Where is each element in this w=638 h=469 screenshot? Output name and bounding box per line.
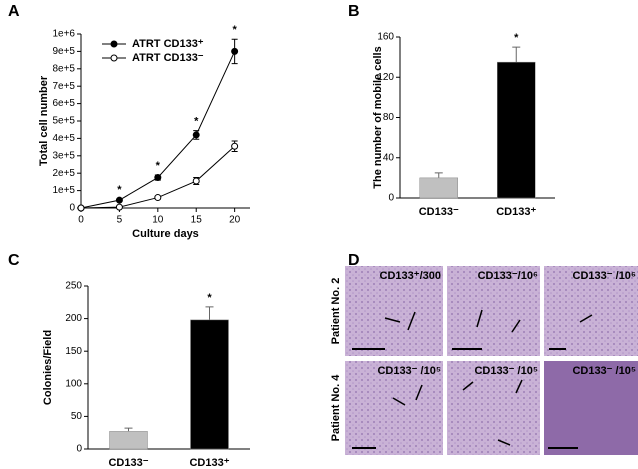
micrograph: [544, 266, 638, 356]
y-tick-label: 2e+5: [52, 168, 75, 179]
x-axis-title: Culture days: [132, 228, 199, 240]
panel-letter: B: [348, 3, 360, 20]
y-tick-label: 1e+6: [52, 29, 75, 40]
micrograph: [544, 361, 638, 455]
micrograph: [447, 266, 540, 356]
y-tick-label: 80: [383, 112, 395, 123]
bar: [497, 61, 536, 199]
image-label: CD133⁻ /10⁵: [474, 365, 538, 377]
micrograph: [345, 361, 443, 455]
legend-label: ATRT CD133⁻: [132, 52, 204, 64]
row-label: Patient No. 4: [330, 374, 342, 442]
y-tick-label: 40: [383, 152, 395, 163]
y-tick-label: 0: [69, 203, 75, 214]
point: [154, 194, 162, 202]
significance-star: *: [207, 292, 212, 304]
x-tick-label: 5: [117, 215, 123, 226]
point: [192, 131, 200, 139]
panel-letter: D: [348, 252, 360, 269]
row-label: Patient No. 2: [330, 278, 342, 345]
x-tick-label: 20: [229, 215, 241, 226]
y-tick-label: 250: [65, 281, 82, 292]
y-tick-label: 1e+5: [52, 185, 75, 196]
legend-marker: [110, 54, 118, 62]
y-tick-label: 6e+5: [52, 98, 75, 109]
arrows: [384, 309, 593, 446]
y-tick-label: 120: [377, 72, 394, 83]
image-grid: [345, 266, 638, 455]
x-tick-label: CD133⁺: [189, 457, 229, 469]
image-label: CD133⁻/10⁶: [478, 270, 538, 282]
point: [154, 174, 162, 182]
scale-bars: [352, 348, 578, 449]
y-tick-label: 4e+5: [52, 133, 75, 144]
point: [115, 203, 123, 211]
y-tick-label: 9e+5: [52, 46, 75, 57]
y-tick-label: 0: [76, 444, 82, 455]
x-tick-label: 10: [152, 215, 164, 226]
y-axis-title: Total cell number: [38, 75, 50, 166]
y-tick-label: 7e+5: [52, 81, 75, 92]
y-tick-label: 0: [388, 193, 394, 204]
point: [231, 47, 239, 55]
y-tick-label: 5e+5: [52, 116, 75, 127]
y-tick-label: 3e+5: [52, 150, 75, 161]
point: [192, 177, 200, 185]
image-label: CD133⁻ /10⁵: [572, 365, 636, 377]
legend-label: ATRT CD133⁺: [132, 38, 204, 50]
image-label: CD133⁻ /10⁵: [377, 365, 441, 377]
x-tick-label: CD133⁺: [496, 206, 536, 218]
y-tick-label: 100: [65, 378, 82, 389]
significance-star: *: [117, 184, 122, 196]
point: [231, 142, 239, 150]
y-tick-label: 50: [71, 411, 83, 422]
x-tick-label: CD133⁻: [108, 457, 148, 469]
micrograph: [447, 361, 540, 455]
error-bar: [512, 46, 521, 63]
legend-marker: [110, 40, 118, 48]
error-bar: [205, 306, 214, 320]
y-tick-label: 8e+5: [52, 63, 75, 74]
x-tick-label: 15: [191, 215, 203, 226]
y-tick-label: 160: [377, 32, 394, 43]
y-axis-title: Colonies/Field: [42, 330, 54, 405]
micrograph: [345, 266, 443, 356]
significance-star: *: [232, 24, 237, 36]
point: [77, 204, 85, 212]
panel-letter: A: [8, 3, 20, 20]
bar: [419, 177, 458, 199]
panel-letter: C: [8, 252, 20, 269]
point: [115, 196, 123, 204]
bar: [109, 431, 148, 450]
line: [80, 51, 236, 209]
y-tick-label: 150: [65, 346, 82, 357]
image-label: CD133⁺/300: [380, 270, 441, 282]
bar: [190, 319, 229, 450]
y-tick-label: 200: [65, 313, 82, 324]
significance-star: *: [514, 32, 519, 44]
x-tick-label: CD133⁻: [419, 206, 459, 218]
error-bar: [434, 172, 443, 178]
significance-star: *: [156, 160, 161, 172]
x-tick-label: 0: [78, 215, 84, 226]
y-axis-title: The number of mobile cells: [372, 46, 384, 188]
error-bar: [124, 427, 133, 432]
image-label: CD133⁻ /10⁶: [573, 270, 636, 282]
significance-star: *: [194, 115, 199, 127]
